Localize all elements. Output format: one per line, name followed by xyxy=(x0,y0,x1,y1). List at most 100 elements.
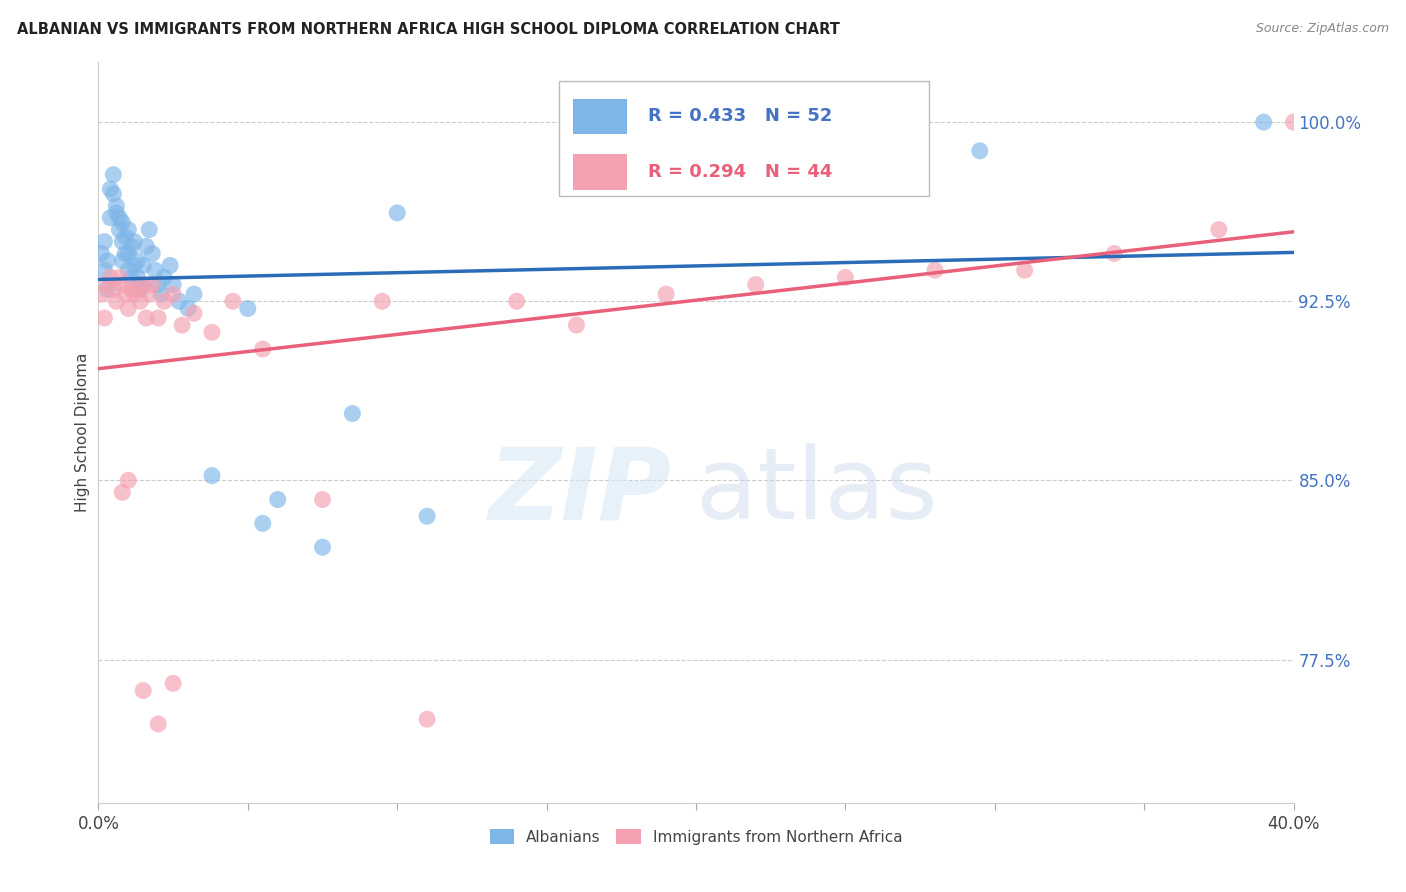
FancyBboxPatch shape xyxy=(572,99,627,135)
Point xyxy=(311,541,333,555)
Point xyxy=(129,294,152,309)
Point xyxy=(159,259,181,273)
FancyBboxPatch shape xyxy=(558,81,929,195)
Text: atlas: atlas xyxy=(696,443,938,541)
Point xyxy=(117,474,139,488)
Point xyxy=(252,342,274,356)
Legend: Albanians, Immigrants from Northern Africa: Albanians, Immigrants from Northern Afri… xyxy=(484,822,908,851)
Point xyxy=(143,263,166,277)
Point xyxy=(162,676,184,690)
Point xyxy=(1014,263,1036,277)
Point xyxy=(153,294,176,309)
Point xyxy=(98,270,122,285)
Point xyxy=(655,287,678,301)
Point xyxy=(148,717,170,731)
Point xyxy=(1282,115,1305,129)
Point xyxy=(96,277,118,292)
Point xyxy=(108,222,131,236)
Point xyxy=(172,318,194,333)
Point xyxy=(103,186,125,201)
Point xyxy=(162,277,184,292)
Point xyxy=(108,270,131,285)
Point xyxy=(117,246,139,260)
Point xyxy=(141,277,163,292)
Point xyxy=(267,492,290,507)
Point xyxy=(98,182,122,196)
Point xyxy=(129,282,152,296)
Point xyxy=(1104,246,1126,260)
Point xyxy=(416,509,439,524)
Point xyxy=(114,287,136,301)
Point xyxy=(127,270,149,285)
Point xyxy=(111,277,134,292)
Point xyxy=(132,683,155,698)
Point xyxy=(117,222,139,236)
Text: R = 0.433   N = 52: R = 0.433 N = 52 xyxy=(648,108,832,126)
Point xyxy=(111,253,134,268)
Point xyxy=(183,306,205,320)
Point xyxy=(138,287,160,301)
Point xyxy=(342,407,364,421)
Point xyxy=(745,277,768,292)
Point xyxy=(385,206,409,220)
Point xyxy=(153,270,176,285)
Point xyxy=(924,263,946,277)
Point xyxy=(93,310,115,325)
Point xyxy=(236,301,259,316)
Point xyxy=(132,259,155,273)
Point xyxy=(127,253,149,268)
Point xyxy=(222,294,245,309)
Point xyxy=(108,211,131,225)
Point xyxy=(135,310,157,325)
Point xyxy=(177,301,200,316)
Point xyxy=(183,287,205,301)
Point xyxy=(111,485,134,500)
Point xyxy=(311,492,333,507)
Point xyxy=(111,235,134,249)
Point xyxy=(103,282,125,296)
Point xyxy=(1253,115,1275,129)
Point xyxy=(416,712,439,726)
Point xyxy=(93,235,115,249)
Point xyxy=(117,263,139,277)
Point xyxy=(167,294,190,309)
Text: ZIP: ZIP xyxy=(489,443,672,541)
Point xyxy=(162,287,184,301)
Point xyxy=(96,282,118,296)
Point xyxy=(148,277,170,292)
Point xyxy=(98,211,122,225)
Point xyxy=(135,239,157,253)
Point xyxy=(252,516,274,531)
Point xyxy=(114,246,136,260)
FancyBboxPatch shape xyxy=(572,154,627,190)
Text: ALBANIAN VS IMMIGRANTS FROM NORTHERN AFRICA HIGH SCHOOL DIPLOMA CORRELATION CHAR: ALBANIAN VS IMMIGRANTS FROM NORTHERN AFR… xyxy=(17,22,839,37)
Point xyxy=(114,229,136,244)
Point xyxy=(565,318,588,333)
Point xyxy=(90,287,112,301)
Text: Source: ZipAtlas.com: Source: ZipAtlas.com xyxy=(1256,22,1389,36)
Point xyxy=(138,222,160,236)
Point xyxy=(105,199,128,213)
Point xyxy=(117,301,139,316)
Point xyxy=(132,277,155,292)
Point xyxy=(124,259,146,273)
Point xyxy=(124,235,146,249)
Point xyxy=(90,246,112,260)
Point xyxy=(1208,222,1230,236)
Point xyxy=(834,270,856,285)
Point xyxy=(371,294,394,309)
Point xyxy=(103,168,125,182)
Point xyxy=(150,287,173,301)
Point xyxy=(201,468,224,483)
Point xyxy=(201,326,224,340)
Point xyxy=(132,277,155,292)
Point xyxy=(120,270,142,285)
Point xyxy=(127,282,149,296)
Point xyxy=(506,294,529,309)
Point xyxy=(124,287,146,301)
Point xyxy=(93,263,115,277)
Y-axis label: High School Diploma: High School Diploma xyxy=(75,353,90,512)
Point xyxy=(141,246,163,260)
Point xyxy=(969,144,991,158)
Text: R = 0.294   N = 44: R = 0.294 N = 44 xyxy=(648,163,832,181)
